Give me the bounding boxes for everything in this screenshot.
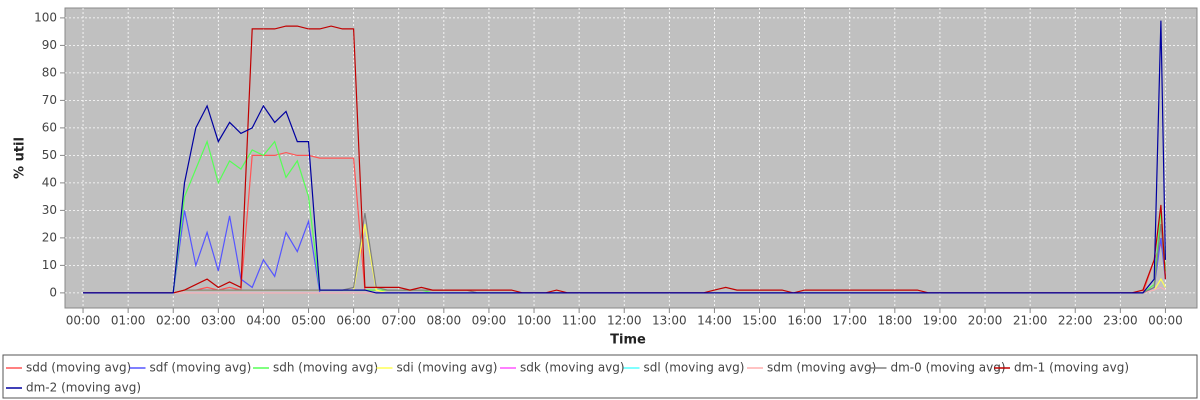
- legend: [2, 354, 1198, 399]
- x-tick-label: 21:00: [1013, 314, 1048, 328]
- x-tick-label: 17:00: [832, 314, 867, 328]
- y-tick-label: 50: [42, 148, 57, 162]
- series-line: [83, 20, 1166, 294]
- x-tick-label: 00:00: [66, 314, 101, 328]
- x-tick-label: 05:00: [291, 314, 326, 328]
- x-axis-title: Time: [610, 333, 646, 348]
- x-tick-label: 08:00: [427, 314, 462, 328]
- legend-label: dm-0 (moving avg): [891, 361, 1006, 375]
- x-tick-label: 02:00: [156, 314, 191, 328]
- y-tick-label: 70: [42, 93, 57, 107]
- x-tick-label: 11:00: [562, 314, 597, 328]
- x-tick-label: 06:00: [336, 314, 371, 328]
- x-tick-label: 03:00: [201, 314, 236, 328]
- x-tick-label: 15:00: [742, 314, 777, 328]
- legend-label: dm-1 (moving avg): [1014, 361, 1129, 375]
- x-tick-label: 12:00: [607, 314, 642, 328]
- legend-label: sdf (moving avg): [150, 361, 252, 375]
- y-tick-label: 0: [49, 285, 57, 299]
- x-tick-label: 09:00: [472, 314, 507, 328]
- x-tick-label: 00:00: [1148, 314, 1183, 328]
- x-tick-label: 18:00: [878, 314, 913, 328]
- y-tick-label: 60: [42, 120, 57, 134]
- x-tick-label: 01:00: [111, 314, 146, 328]
- legend-label: sdk (moving avg): [520, 361, 625, 375]
- legend-label: dm-2 (moving avg): [26, 381, 141, 395]
- y-tick-label: 90: [42, 38, 57, 52]
- x-tick-label: 16:00: [787, 314, 822, 328]
- y-tick-label: 100: [34, 10, 57, 24]
- plot-area: [64, 7, 1198, 309]
- x-tick-label: 10:00: [517, 314, 552, 328]
- y-axis-title: % util: [13, 137, 28, 179]
- legend-label: sdl (moving avg): [644, 361, 745, 375]
- y-tick-label: 10: [42, 258, 57, 272]
- legend-label: sdh (moving avg): [273, 361, 378, 375]
- legend-label: sdm (moving avg): [767, 361, 876, 375]
- x-tick-label: 07:00: [381, 314, 416, 328]
- x-tick-label: 14:00: [697, 314, 732, 328]
- y-tick-label: 30: [42, 203, 57, 217]
- x-tick-label: 23:00: [1103, 314, 1138, 328]
- x-tick-label: 13:00: [652, 314, 687, 328]
- x-tick-label: 22:00: [1058, 314, 1093, 328]
- y-tick-label: 40: [42, 175, 57, 189]
- legend-label: sdd (moving avg): [26, 361, 131, 375]
- legend-label: sdi (moving avg): [397, 361, 498, 375]
- y-tick-label: 20: [42, 230, 57, 244]
- x-tick-label: 19:00: [923, 314, 958, 328]
- y-tick-label: 80: [42, 65, 57, 79]
- x-tick-label: 04:00: [246, 314, 281, 328]
- x-tick-label: 20:00: [968, 314, 1003, 328]
